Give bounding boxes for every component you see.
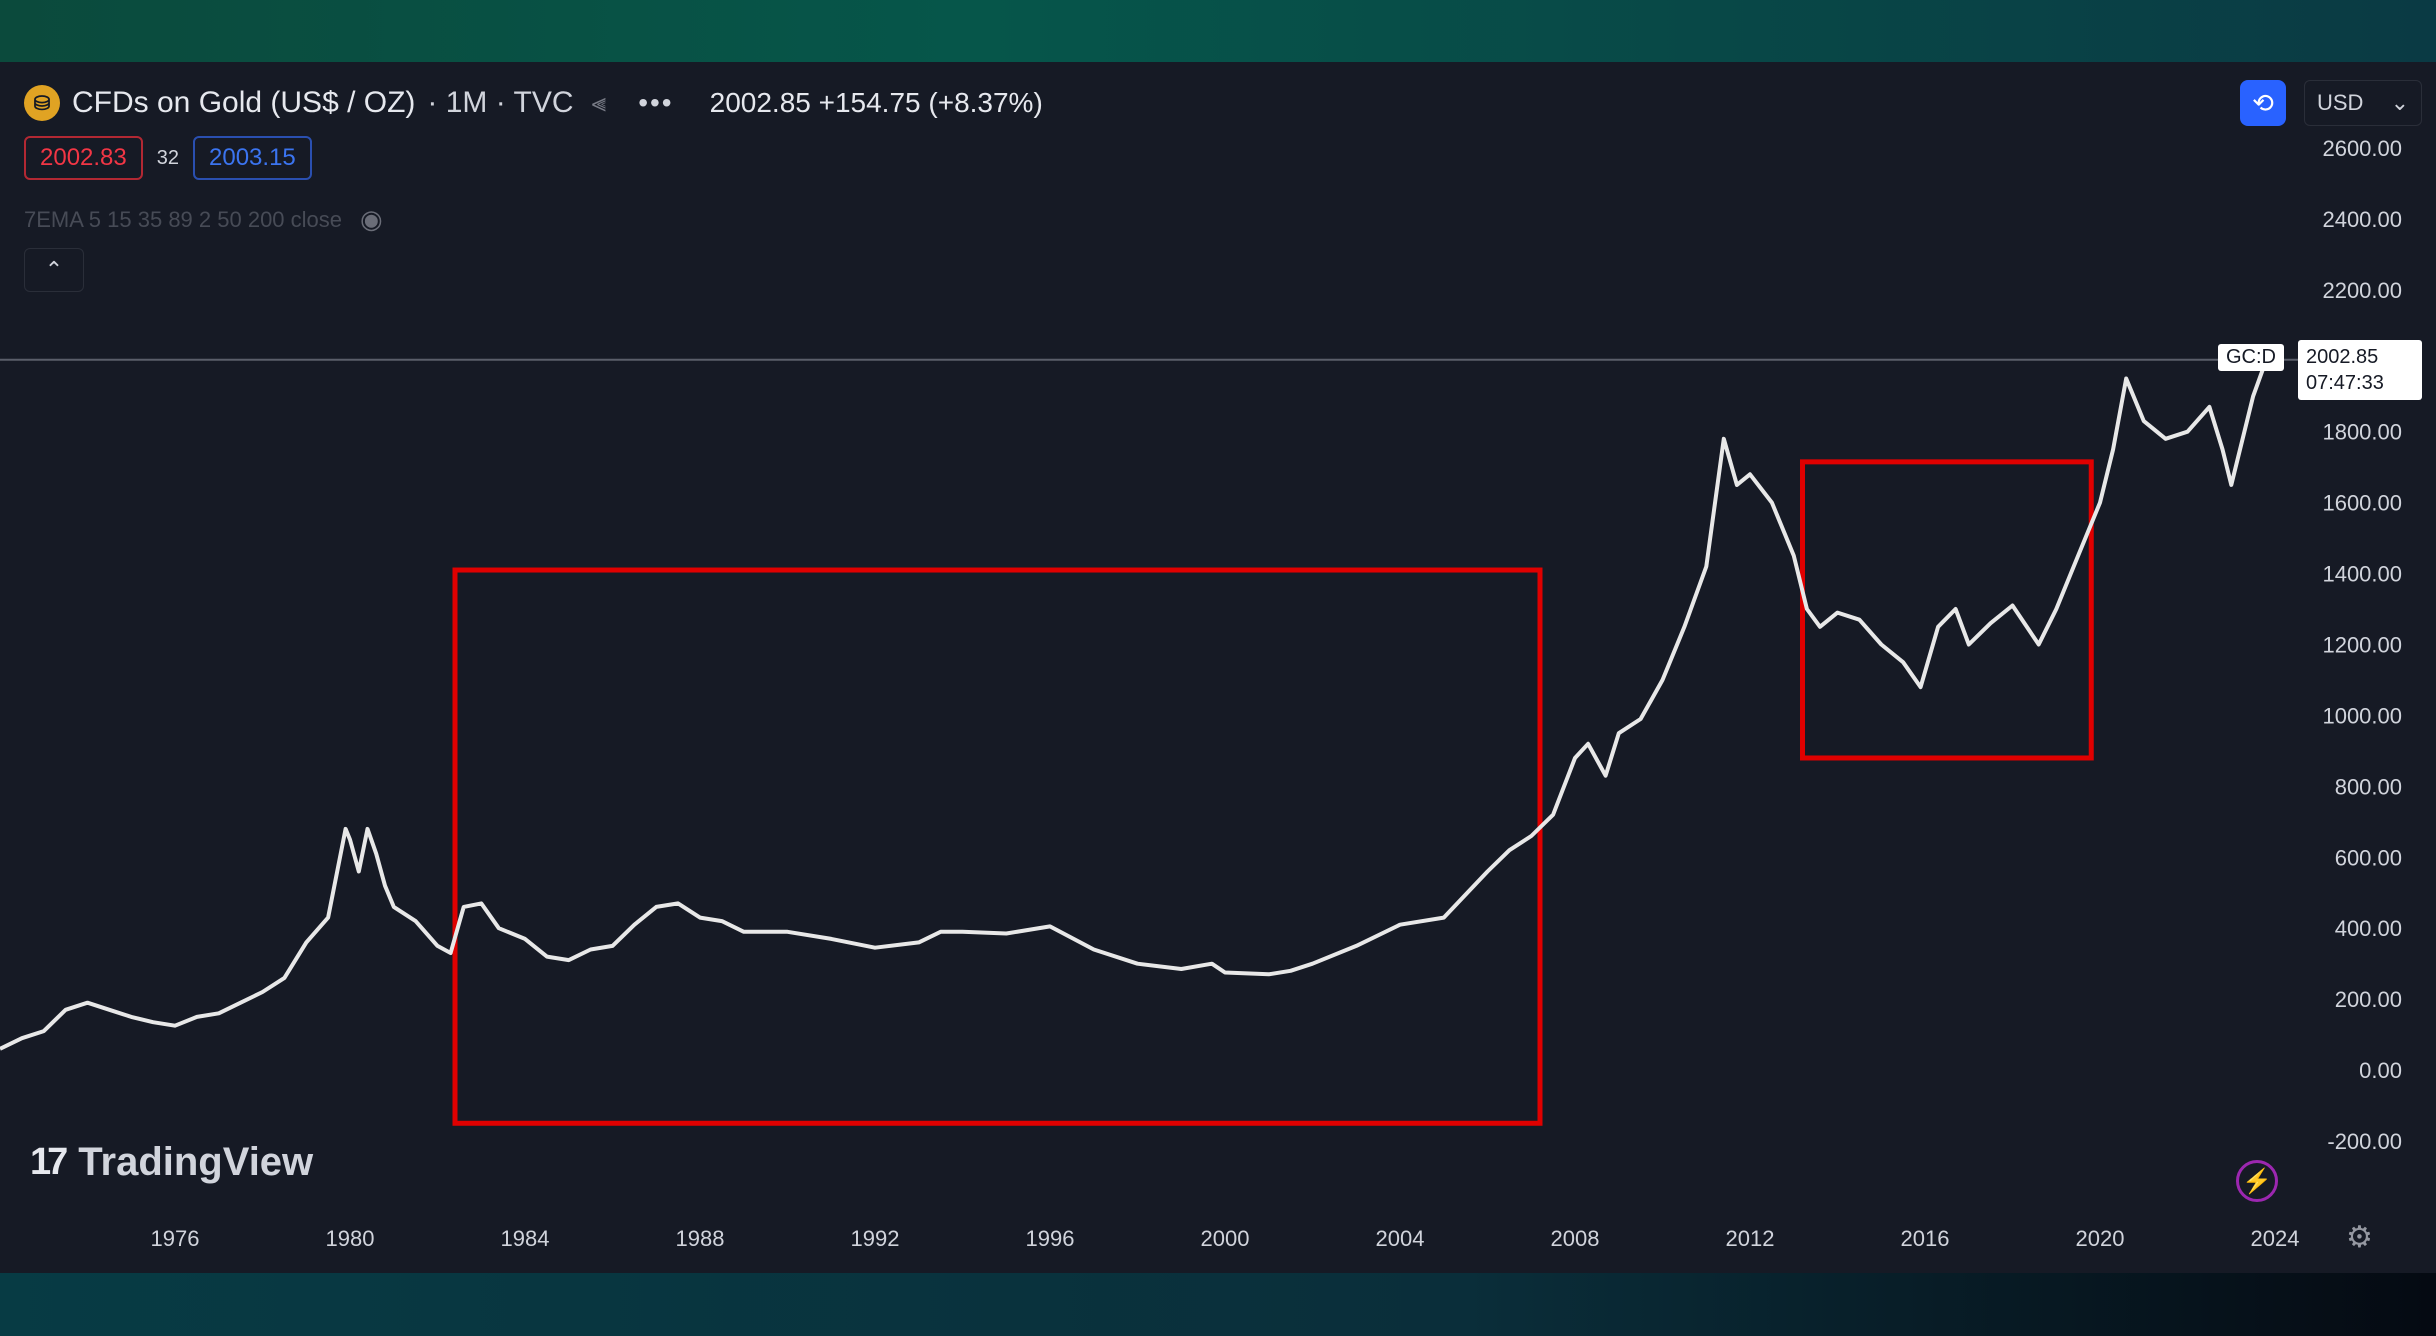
highlight-box-2	[1800, 459, 2094, 761]
y-tick-label: -200.00	[2327, 1129, 2402, 1154]
x-tick-label: 2024	[2251, 1226, 2300, 1251]
compare-icon[interactable]: ⫷	[591, 87, 607, 117]
y-tick-label: 1600.00	[2322, 491, 2402, 516]
bar-countdown: 07:47:33	[2306, 372, 2384, 394]
x-tick-label: 1996	[1026, 1226, 1075, 1251]
x-tick-label: 1984	[501, 1226, 550, 1251]
chevron-down-icon: ⌄	[2390, 90, 2409, 115]
x-tick-label: 1988	[676, 1226, 725, 1251]
chart-panel[interactable]	[0, 62, 2436, 1273]
y-tick-label: 800.00	[2335, 774, 2402, 799]
symbol-title[interactable]: CFDs on Gold (US$ / OZ)	[72, 86, 416, 119]
sync-button[interactable]: ⟲	[2240, 80, 2286, 126]
y-tick-label: 1800.00	[2322, 420, 2402, 445]
currency-select[interactable]: USD ⌄	[2304, 80, 2422, 126]
y-tick-label: 0.00	[2359, 1058, 2402, 1083]
chart-header: ⛁ CFDs on Gold (US$ / OZ) · 1M · TVC ⫷ •…	[24, 78, 1043, 128]
spread-value: 32	[156, 146, 180, 169]
y-tick-label: 1000.00	[2322, 703, 2402, 728]
lightning-icon[interactable]: ⚡	[2236, 1160, 2278, 1202]
chevron-up-icon: ⌃	[44, 257, 64, 282]
x-tick-label: 1980	[326, 1226, 375, 1251]
y-tick-label: 600.00	[2335, 845, 2402, 870]
y-tick-label: 2200.00	[2322, 278, 2402, 303]
eye-icon[interactable]: ◉	[360, 204, 383, 234]
collapse-legend-button[interactable]: ⌃	[24, 248, 84, 292]
tradingview-mark-icon: 17	[30, 1141, 68, 1183]
x-tick-label: 2020	[2076, 1226, 2125, 1251]
price-series-line	[0, 359, 2269, 1051]
last-price-value: 2002.85	[2306, 346, 2379, 368]
tradingview-logo[interactable]: 17 TradingView	[30, 1140, 313, 1185]
x-tick-label: 2012	[1726, 1226, 1775, 1251]
y-tick-label: 1200.00	[2322, 633, 2402, 658]
y-tick-label: 200.00	[2335, 987, 2402, 1012]
interval-source[interactable]: · 1M · TVC	[427, 86, 574, 119]
buy-button[interactable]: 2003.15	[193, 136, 312, 180]
price-change-readout: 2002.85 +154.75 (+8.37%)	[709, 87, 1043, 118]
sell-button[interactable]: 2002.83	[24, 136, 143, 180]
y-tick-label: 2400.00	[2322, 207, 2402, 232]
y-tick-label: 400.00	[2335, 916, 2402, 941]
gear-icon[interactable]: ⚙	[2346, 1221, 2373, 1254]
x-tick-label: 1992	[851, 1226, 900, 1251]
currency-label: USD	[2317, 90, 2364, 115]
brand-name: TradingView	[78, 1140, 314, 1184]
x-tick-label: 2004	[1376, 1226, 1425, 1251]
gold-coin-icon[interactable]: ⛁	[24, 85, 60, 121]
x-tick-label: 2000	[1201, 1226, 1250, 1251]
y-tick-label: 1400.00	[2322, 562, 2402, 587]
x-tick-label: 1976	[151, 1226, 200, 1251]
y-tick-label: 2600.00	[2322, 136, 2402, 161]
sync-icon: ⟲	[2252, 87, 2274, 118]
last-price-tag: 2002.85 07:47:33	[2298, 340, 2422, 400]
more-options-icon[interactable]: •••	[638, 87, 674, 118]
indicator-label: 7EMA 5 15 35 89 2 50 200 close	[24, 206, 343, 232]
x-tick-label: 2008	[1551, 1226, 1600, 1251]
indicator-legend[interactable]: 7EMA 5 15 35 89 2 50 200 close ◉	[24, 204, 383, 235]
x-tick-label: 2016	[1901, 1226, 1950, 1251]
symbol-tag: GC:D	[2218, 344, 2284, 371]
quote-row: 2002.83 32 2003.15	[24, 136, 312, 180]
bottom-background-band	[0, 1273, 2436, 1336]
highlight-box-1	[452, 567, 1543, 1126]
